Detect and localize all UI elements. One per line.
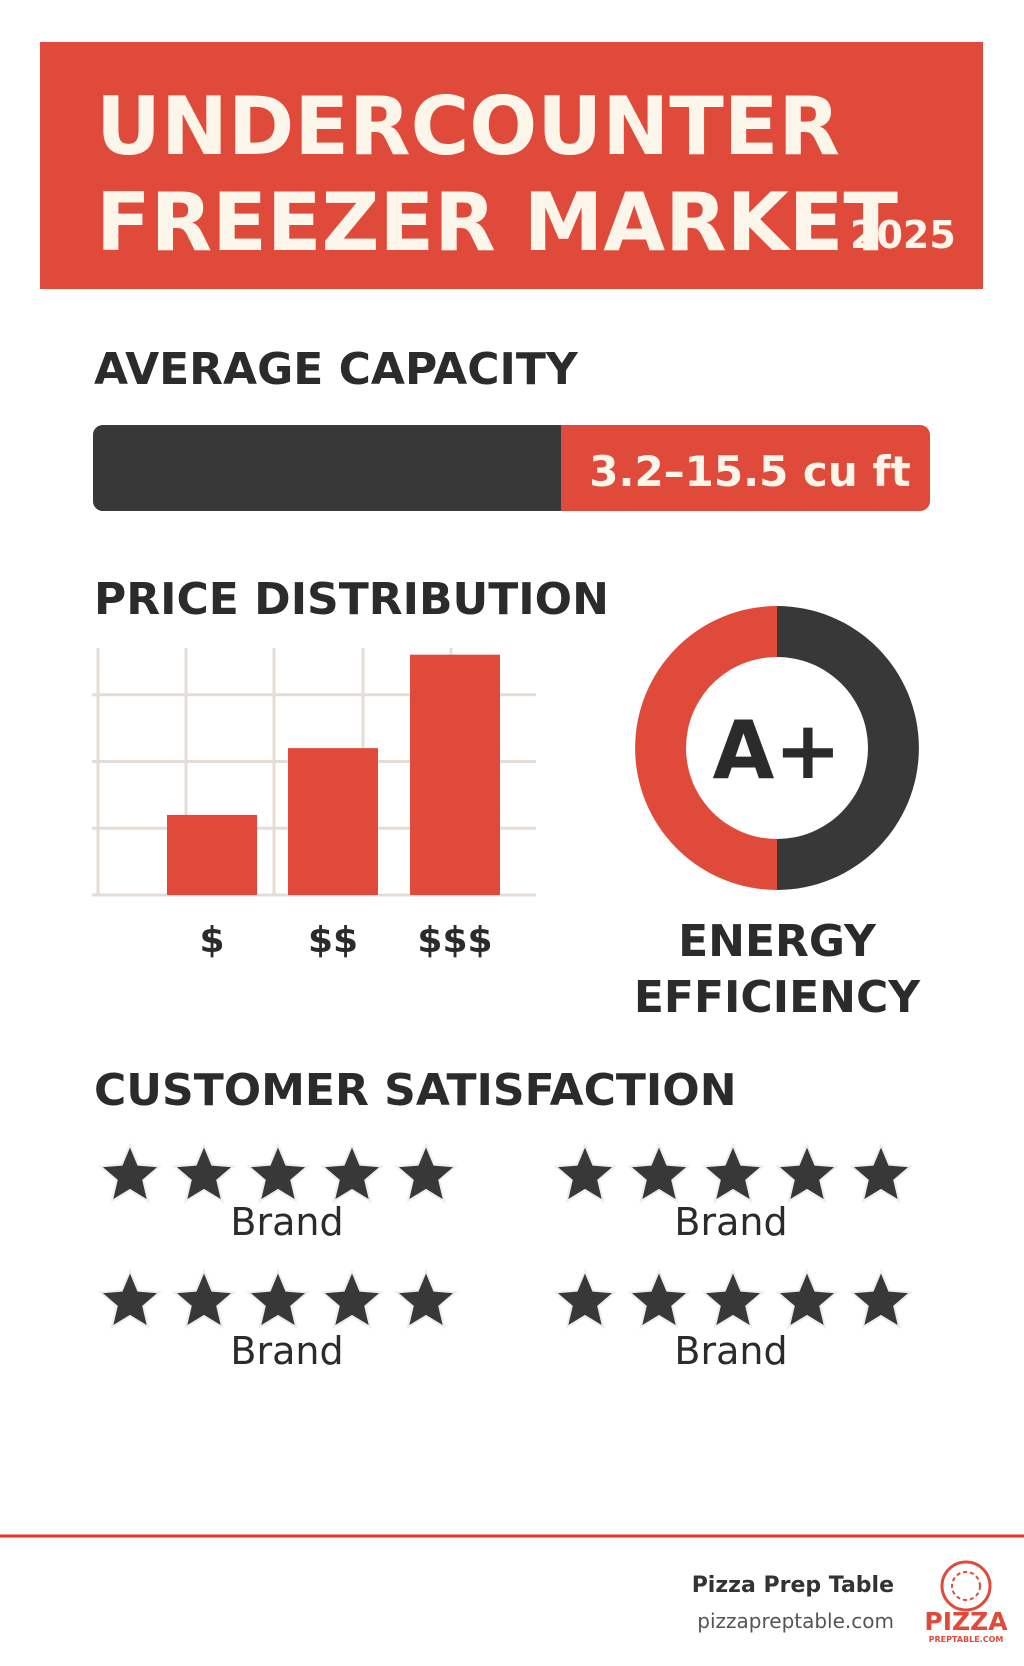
title-line: UNDERCOUNTER <box>96 80 840 173</box>
star <box>98 1268 162 1330</box>
star <box>320 1268 384 1330</box>
bar <box>410 654 500 895</box>
x-tick-label: $$ <box>308 920 358 961</box>
section-heading: AVERAGE CAPACITY <box>94 344 579 395</box>
bar <box>167 814 257 895</box>
star <box>701 1268 765 1330</box>
header-banner <box>40 42 983 289</box>
star <box>98 1142 162 1204</box>
star <box>627 1142 691 1204</box>
energy-donut <box>635 606 919 890</box>
energy-label: EFFICIENCY <box>634 972 921 1023</box>
star <box>849 1268 913 1330</box>
x-tick-label: $$$ <box>417 920 492 961</box>
star <box>775 1142 839 1204</box>
brand-label: Brand <box>674 1329 787 1373</box>
title-line: FREEZER MARKET <box>96 176 898 269</box>
section-heading: CUSTOMER SATISFACTION <box>94 1065 737 1116</box>
ratings: Brand Brand Brand Brand <box>98 1142 913 1373</box>
energy-label: ENERGY <box>678 916 877 967</box>
star <box>701 1142 765 1204</box>
star <box>394 1268 458 1330</box>
logo-icon-inner <box>951 1571 981 1601</box>
brand-label: Brand <box>230 1200 343 1244</box>
capacity-bar-dark <box>93 425 561 511</box>
brand-label: Brand <box>230 1329 343 1373</box>
capacity-range: 3.2–15.5 cu ft <box>589 447 910 496</box>
star <box>246 1268 310 1330</box>
section-heading: PRICE DISTRIBUTION <box>94 574 609 625</box>
star <box>849 1142 913 1204</box>
footer-name: Pizza Prep Table <box>692 1573 894 1598</box>
star <box>775 1268 839 1330</box>
donut-left <box>635 606 777 890</box>
logo-icon <box>940 1560 992 1612</box>
footer-url: pizzapreptable.com <box>697 1609 894 1633</box>
star <box>553 1268 617 1330</box>
donut-right <box>777 606 919 890</box>
star <box>320 1142 384 1204</box>
bar-chart: $ $$ $$$ <box>92 648 536 961</box>
star <box>172 1268 236 1330</box>
star <box>172 1142 236 1204</box>
star <box>553 1142 617 1204</box>
star <box>394 1142 458 1204</box>
brand-label: Brand <box>674 1200 787 1244</box>
bar <box>288 748 378 895</box>
energy-rating: A+ <box>713 704 842 797</box>
star <box>246 1142 310 1204</box>
logo-subtext: PREPTABLE.COM <box>929 1635 1004 1644</box>
year: 2025 <box>850 213 956 257</box>
x-tick-label: $ <box>199 920 224 961</box>
star <box>627 1268 691 1330</box>
logo-text: PIZZA <box>924 1607 1008 1636</box>
